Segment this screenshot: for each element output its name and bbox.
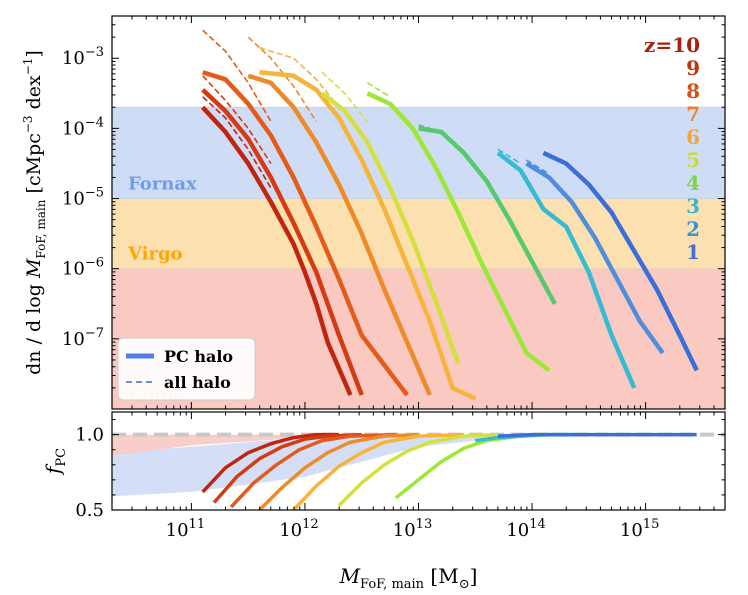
fpc-line-z-10 — [201, 432, 339, 494]
bottom-xtick-label: 1012 — [279, 517, 318, 541]
all-halo-line-z-2 — [497, 148, 522, 165]
all-halo-line-z-6 — [259, 46, 340, 108]
redshift-label: z=10 — [644, 33, 700, 57]
all-halo-line-z-4 — [366, 82, 391, 98]
bottom-ytick-label: 1.0 — [75, 425, 104, 446]
top-y-axis-label: dn / d log MFoF, main [cMpc−3 dex−1] — [21, 50, 48, 375]
fpc-line-z-1 — [497, 432, 697, 438]
bottom-xtick-label: 1013 — [393, 517, 432, 541]
top-ytick-label: 10−6 — [62, 256, 104, 280]
fpc-band-1 — [112, 434, 419, 456]
band-fornax — [112, 107, 725, 199]
band-label-fornax: Fornax — [128, 174, 197, 195]
all-halo-line-z-9 — [202, 75, 272, 164]
pc-halo-line-z-1 — [525, 161, 665, 355]
redshift-label: 5 — [686, 148, 700, 172]
redshift-label: 3 — [686, 194, 700, 218]
top-ytick-label: 10−4 — [62, 115, 104, 139]
axes — [111, 15, 726, 511]
pc-halo-line-z-5 — [320, 91, 461, 365]
fpc-line-z-5 — [337, 432, 499, 507]
redshift-label: 2 — [686, 217, 700, 241]
redshift-label: 4 — [686, 171, 700, 195]
bottom-fills — [112, 434, 725, 497]
all-halo-line-z-10 — [202, 96, 272, 189]
fpc-line-z-6 — [292, 432, 464, 510]
pc-halo-line-z-4 — [366, 91, 551, 373]
all-halo-line-z-8 — [202, 29, 272, 122]
redshift-label: 6 — [686, 125, 700, 149]
top-ytick-label: 10−3 — [62, 45, 104, 69]
legend-all-halo-label: all halo — [164, 373, 231, 392]
top-ytick-label: 10−7 — [62, 326, 104, 350]
band-label-virgo: Virgo — [127, 244, 183, 265]
pc-halo-line-z-2 — [496, 151, 637, 389]
top-lines — [201, 29, 699, 401]
bottom-xtick-label: 1011 — [166, 517, 205, 541]
pc-halo-line-z-6 — [259, 70, 477, 401]
fpc-line-z-9 — [212, 432, 362, 504]
fpc-line-z-7 — [258, 432, 419, 510]
bottom-xtick-label: 1014 — [506, 517, 545, 541]
redshift-label: 9 — [686, 56, 700, 80]
pc-halo-line-z-10 — [201, 105, 353, 396]
redshift-label: 8 — [686, 79, 700, 103]
labels: ComaVirgoFornax10−710−610−510−410−30.51.… — [21, 33, 700, 592]
all-halo-line-z-1 — [525, 159, 550, 175]
all-halo-line-z-5 — [321, 71, 369, 122]
x-axis-label: MFoF, main [M⊙] — [339, 564, 478, 592]
pc-halo-line-z-8 — [202, 70, 409, 397]
pc-halo-line-z-1-blue- — [542, 150, 699, 372]
fpc-line-z-8 — [229, 432, 396, 509]
pc-halo-line-z-7 — [247, 73, 432, 396]
bottom-ytick-label: 0.5 — [75, 500, 104, 521]
legend-pc-halo-label: PC halo — [164, 347, 233, 366]
bottom-xtick-label: 1015 — [620, 517, 659, 541]
redshift-label: 7 — [686, 102, 700, 126]
fpc-band-0 — [112, 434, 725, 497]
pc-halo-line-z-3 — [418, 126, 557, 305]
all-halo-line-z-7 — [247, 36, 317, 122]
redshift-label: 1 — [686, 240, 700, 264]
bottom-lines — [112, 432, 725, 510]
pc-halo-line-z-9 — [201, 88, 364, 396]
top-ytick-label: 10−5 — [62, 186, 104, 210]
